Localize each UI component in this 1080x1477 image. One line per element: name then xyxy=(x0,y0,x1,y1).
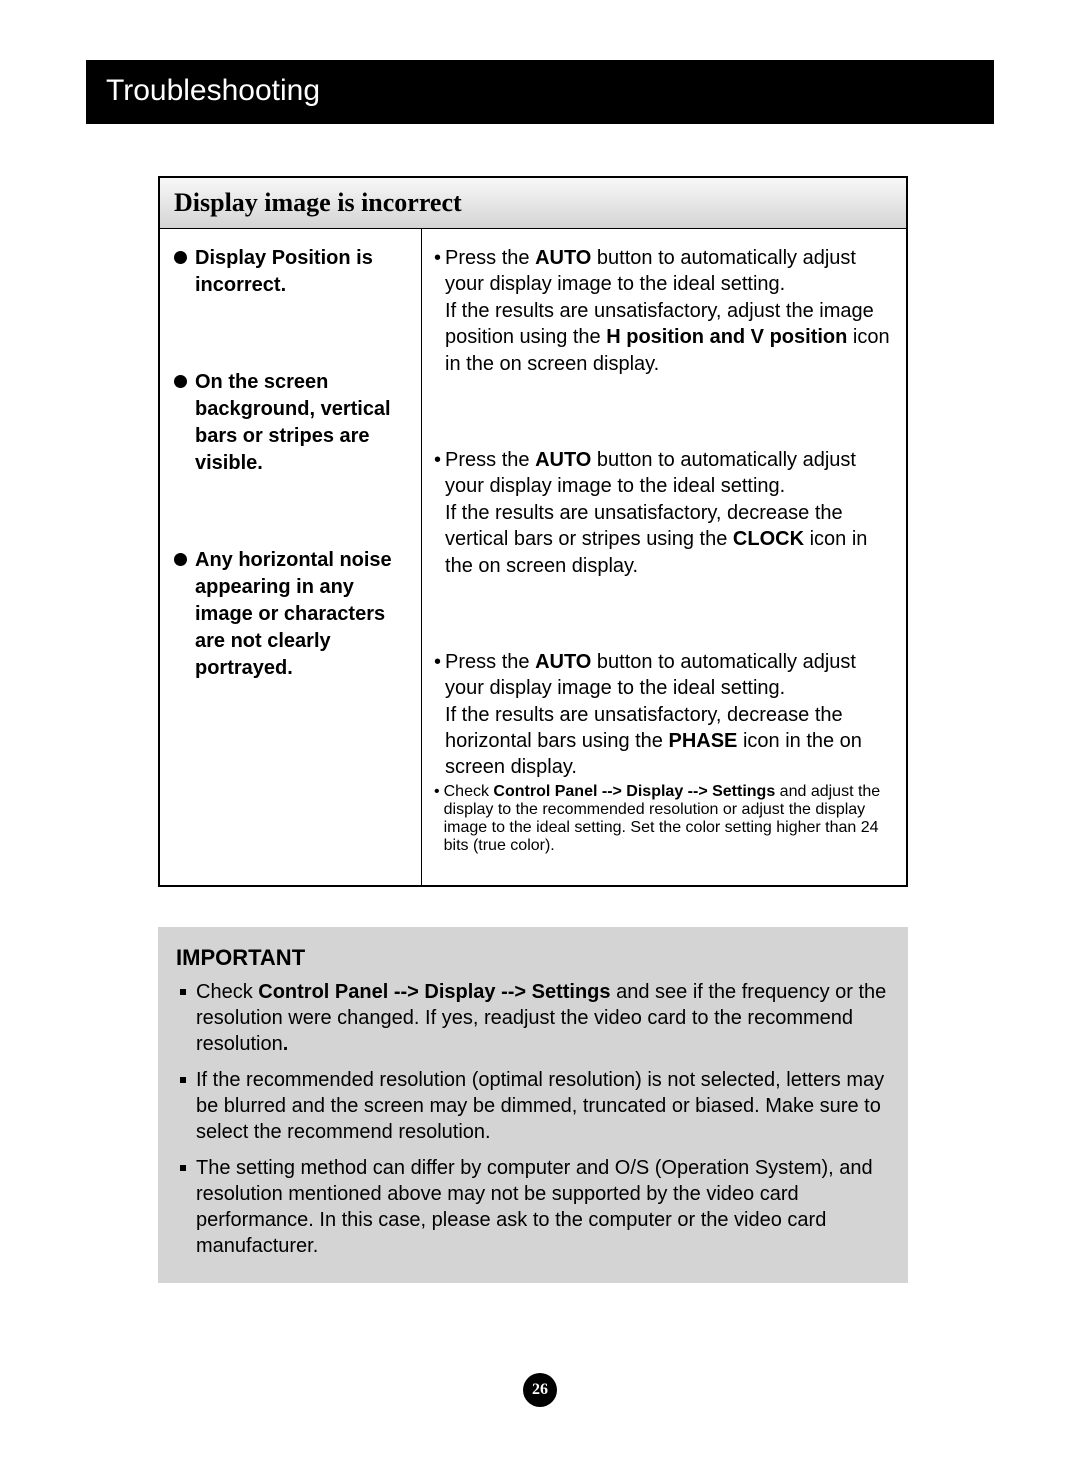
problem-item: Display Position is incorrect. xyxy=(174,245,411,299)
important-item: The setting method can differ by compute… xyxy=(176,1155,890,1259)
important-item: If the recommended resolution (optimal r… xyxy=(176,1067,890,1145)
bullet-dot-icon xyxy=(174,251,187,264)
bullet-icon: • xyxy=(434,447,441,473)
important-box: IMPORTANT Check Control Panel --> Displa… xyxy=(158,927,908,1283)
problems-column: Display Position is incorrect. On the scr… xyxy=(160,229,422,885)
square-bullet-icon xyxy=(180,989,186,995)
bullet-icon: • xyxy=(434,245,441,271)
bullet-dot-icon xyxy=(174,375,187,388)
problem-text: On the screen background, vertical bars … xyxy=(195,369,411,477)
problem-text: Display Position is incorrect. xyxy=(195,245,411,299)
solution-item: • Press the AUTO button to automatically… xyxy=(434,245,890,377)
bullet-icon: • xyxy=(434,649,441,675)
solutions-column: • Press the AUTO button to automatically… xyxy=(422,229,906,885)
solution-text: Press the AUTO button to automatically a… xyxy=(445,447,890,579)
problem-item: Any horizontal noise appearing in any im… xyxy=(174,547,411,682)
solution-text: Press the AUTO button to automatically a… xyxy=(445,245,890,377)
solution-text: Press the AUTO button to automatically a… xyxy=(445,649,890,781)
page-header: Troubleshooting xyxy=(86,60,994,124)
important-text: If the recommended resolution (optimal r… xyxy=(196,1067,890,1145)
bullet-icon: • xyxy=(434,783,440,801)
important-item: Check Control Panel --> Display --> Sett… xyxy=(176,979,890,1057)
problem-item: On the screen background, vertical bars … xyxy=(174,369,411,477)
solution-item: • Press the AUTO button to automatically… xyxy=(434,649,890,781)
bullet-dot-icon xyxy=(174,553,187,566)
solution-item: • Check Control Panel --> Display --> Se… xyxy=(434,783,890,855)
problem-text: Any horizontal noise appearing in any im… xyxy=(195,547,411,682)
square-bullet-icon xyxy=(180,1165,186,1171)
square-bullet-icon xyxy=(180,1077,186,1083)
troubleshooting-table: Display image is incorrect Display Posit… xyxy=(158,176,908,887)
important-title: IMPORTANT xyxy=(176,945,890,971)
important-text: Check Control Panel --> Display --> Sett… xyxy=(196,979,890,1057)
table-title: Display image is incorrect xyxy=(160,178,906,229)
page-number-badge: 26 xyxy=(523,1373,557,1407)
solution-text: Check Control Panel --> Display --> Sett… xyxy=(444,783,890,855)
solution-item: • Press the AUTO button to automatically… xyxy=(434,447,890,579)
important-text: The setting method can differ by compute… xyxy=(196,1155,890,1259)
